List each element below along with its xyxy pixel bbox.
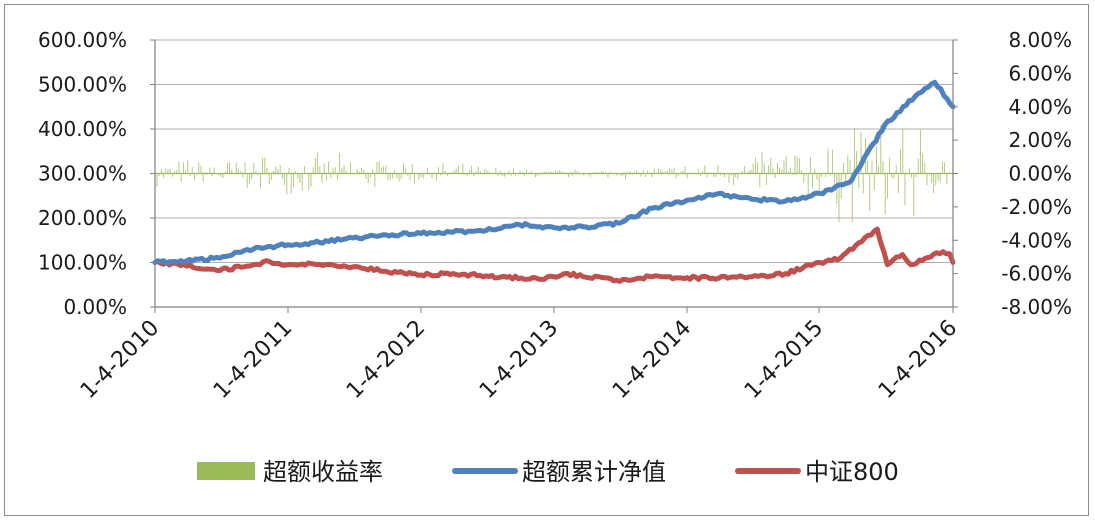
legend-excess-nav-label: 超额累计净值 [522, 458, 666, 486]
legend-excess-return-swatch [197, 462, 255, 480]
left-axis-ticks: 600.00% 500.00% 400.00% 300.00% 200.00% 100.0… [38, 28, 127, 319]
x-axis-ticks: 1-4-2010 1-4-2011 1-4-2012 1-4-2013 1-4-2014… [76, 316, 962, 404]
right-tick-label: 0.00% [1008, 162, 1072, 186]
x-tick-label: 1-4-2012 [342, 316, 430, 404]
legend-csi800: 中证800 [735, 458, 899, 486]
left-tick-label: 400.00% [38, 117, 127, 141]
x-tick-label: 1-4-2014 [608, 316, 696, 404]
legend: 超额收益率 超额累计净值 中证800 [197, 458, 899, 486]
x-tick-label: 1-4-2013 [475, 316, 563, 404]
axes [150, 39, 958, 313]
legend-excess-return: 超额收益率 [197, 458, 383, 486]
right-tick-label: -4.00% [1001, 228, 1072, 252]
right-tick-label: 2.00% [1008, 128, 1072, 152]
right-tick-label: -8.00% [1001, 295, 1072, 319]
left-tick-label: 100.00% [38, 251, 127, 275]
left-tick-label: 200.00% [38, 206, 127, 230]
legend-csi800-label: 中证800 [805, 458, 899, 486]
x-tick-label: 1-4-2010 [76, 316, 164, 404]
excess-return-bars [155, 125, 953, 222]
left-tick-label: 600.00% [38, 28, 127, 52]
legend-excess-return-label: 超额收益率 [263, 458, 383, 486]
right-tick-label: -6.00% [1001, 262, 1072, 286]
x-tick-label: 1-4-2016 [874, 316, 962, 404]
chart-frame [4, 4, 1089, 516]
left-tick-label: 300.00% [38, 162, 127, 186]
left-tick-label: 500.00% [38, 73, 127, 97]
left-tick-label: 0.00% [63, 295, 127, 319]
right-tick-label: -2.00% [1001, 195, 1072, 219]
csi800-line [152, 226, 956, 284]
right-tick-label: 6.00% [1008, 61, 1072, 85]
right-tick-label: 4.00% [1008, 95, 1072, 119]
legend-excess-nav: 超额累计净值 [452, 458, 666, 486]
x-tick-label: 1-4-2015 [740, 316, 828, 404]
excess-nav-line [152, 79, 956, 266]
right-axis-ticks: 8.00% 6.00% 4.00% 2.00% 0.00% -2.00% -4.00% -6.… [1001, 28, 1072, 319]
x-tick-label: 1-4-2011 [209, 316, 297, 404]
series-lines [152, 79, 956, 284]
right-tick-label: 8.00% [1008, 28, 1072, 52]
